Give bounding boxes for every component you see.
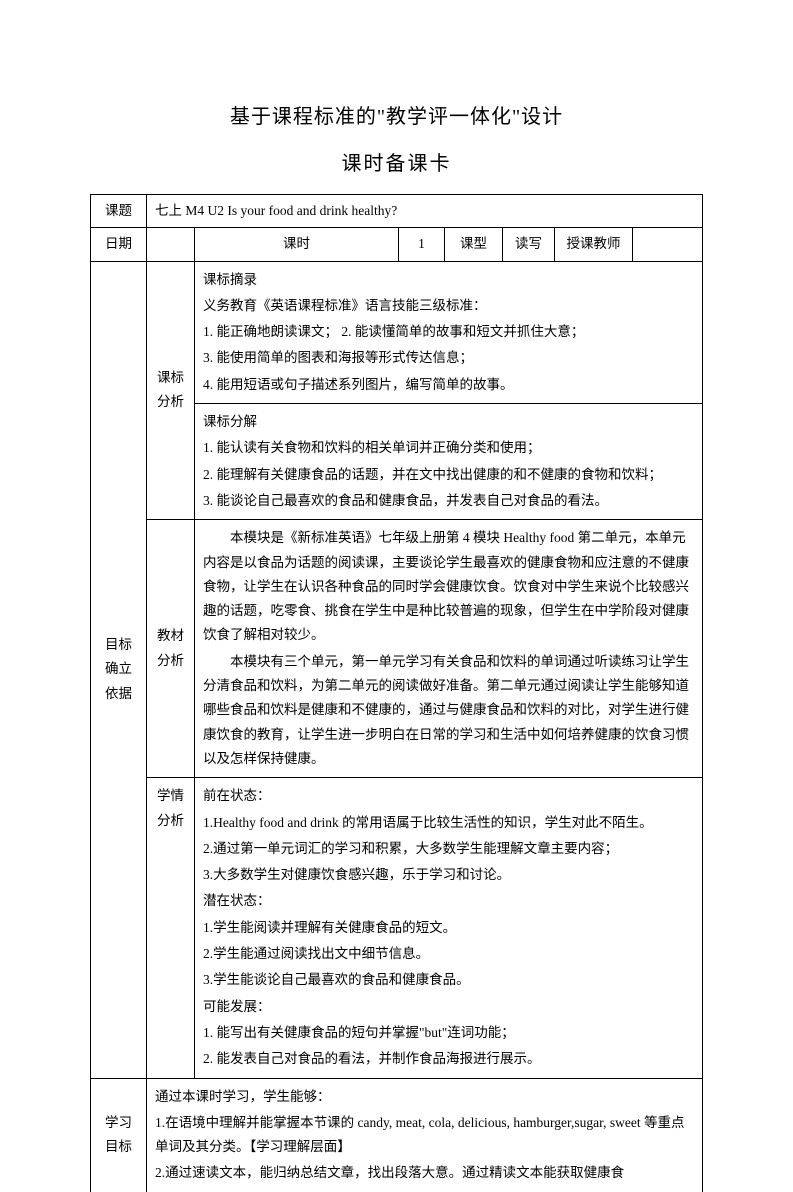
textbook-analysis-row: 教材分析 本模块是《新标准英语》七年级上册第 4 模块 Healthy food… [91, 520, 703, 778]
student-analysis-label: 学情分析 [147, 778, 195, 1078]
excerpt-line1: 义务教育《英语课程标准》语言技能三级标准： [203, 294, 694, 318]
excerpt-item3: 3. 能使用简单的图表和海报等形式传达信息； [203, 346, 694, 370]
student-dev-2: 2. 能发表自己对食品的看法，并制作食品海报进行展示。 [203, 1047, 694, 1071]
period-label: 课时 [195, 228, 399, 261]
teacher-label: 授课教师 [555, 228, 633, 261]
standard-analysis-text: 课标分析 [153, 366, 188, 415]
student-pre-3: 3.大多数学生对健康饮食感兴趣，乐于学习和讨论。 [203, 863, 694, 887]
student-analysis-row: 学情分析 前在状态： 1.Healthy food and drink 的常用语… [91, 778, 703, 1078]
goal-intro: 通过本课时学习，学生能够： [155, 1085, 694, 1109]
standard-excerpt-content: 课标摘录 义务教育《英语课程标准》语言技能三级标准： 1. 能正确地朗读课文； … [195, 261, 703, 403]
excerpt-item1: 1. 能正确地朗读课文； 2. 能读懂简单的故事和短文并抓住大意； [203, 320, 694, 344]
excerpt-item4: 4. 能用短语或句子描述系列图片，编写简单的故事。 [203, 373, 694, 397]
period-value: 1 [399, 228, 445, 261]
student-analysis-text: 学情分析 [153, 784, 188, 833]
textbook-analysis-content: 本模块是《新标准英语》七年级上册第 4 模块 Healthy food 第二单元… [195, 520, 703, 778]
page-title-main: 基于课程标准的"教学评一体化"设计 [90, 100, 703, 129]
goal-basis-text: 目标确立依据 [97, 633, 140, 706]
type-label: 课型 [445, 228, 503, 261]
topic-row: 课题 七上 M4 U2 Is your food and drink healt… [91, 195, 703, 228]
learning-goal-row: 学习目标 通过本课时学习，学生能够： 1.在语境中理解并能掌握本节课的 cand… [91, 1078, 703, 1192]
lesson-plan-table: 课题 七上 M4 U2 Is your food and drink healt… [90, 194, 703, 1192]
student-potential-title: 潜在状态： [203, 889, 694, 913]
decompose-item2: 2. 能理解有关健康食品的话题，并在文中找出健康的和不健康的食物和饮料； [203, 463, 694, 487]
excerpt-title: 课标摘录 [203, 268, 694, 292]
standard-excerpt-row: 目标确立依据 课标分析 课标摘录 义务教育《英语课程标准》语言技能三级标准： 1… [91, 261, 703, 403]
student-pot-1: 1.学生能阅读并理解有关健康食品的短文。 [203, 916, 694, 940]
standard-decompose-content: 课标分解 1. 能认读有关食物和饮料的相关单词并正确分类和使用； 2. 能理解有… [195, 404, 703, 520]
learning-goal-content: 通过本课时学习，学生能够： 1.在语境中理解并能掌握本节课的 candy, me… [147, 1078, 703, 1192]
goal-item2: 2.通过速读文本，能归纳总结文章，找出段落大意。通过精读文本能获取健康食 [155, 1161, 694, 1185]
decompose-item1: 1. 能认读有关食物和饮料的相关单词并正确分类和使用； [203, 436, 694, 460]
standard-analysis-label: 课标分析 [147, 261, 195, 520]
learning-goal-label: 学习目标 [91, 1078, 147, 1192]
date-row: 日期 课时 1 课型 读写 授课教师 [91, 228, 703, 261]
student-pre-1: 1.Healthy food and drink 的常用语属于比较生活性的知识，… [203, 811, 694, 835]
goal-basis-label: 目标确立依据 [91, 261, 147, 1078]
date-label: 日期 [91, 228, 147, 261]
textbook-analysis-label: 教材分析 [147, 520, 195, 778]
student-pot-3: 3.学生能谈论自己最喜欢的食品和健康食品。 [203, 968, 694, 992]
date-value [147, 228, 195, 261]
goal-item1: 1.在语境中理解并能掌握本节课的 candy, meat, cola, deli… [155, 1111, 694, 1160]
student-dev-title: 可能发展： [203, 995, 694, 1019]
teacher-value [633, 228, 703, 261]
decompose-title: 课标分解 [203, 410, 694, 434]
textbook-analysis-text: 教材分析 [153, 624, 188, 673]
textbook-p1: 本模块是《新标准英语》七年级上册第 4 模块 Healthy food 第二单元… [203, 526, 694, 647]
type-value: 读写 [503, 228, 555, 261]
learning-goal-text: 学习目标 [97, 1111, 140, 1160]
student-analysis-content: 前在状态： 1.Healthy food and drink 的常用语属于比较生… [195, 778, 703, 1078]
student-pre-title: 前在状态： [203, 784, 694, 808]
page-title-sub: 课时备课卡 [90, 147, 703, 176]
textbook-p2: 本模块有三个单元，第一单元学习有关食品和饮料的单词通过听读练习让学生分清食品和饮… [203, 650, 694, 771]
topic-label: 课题 [91, 195, 147, 228]
student-pre-2: 2.通过第一单元词汇的学习和积累，大多数学生能理解文章主要内容； [203, 837, 694, 861]
decompose-item3: 3. 能谈论自己最喜欢的食品和健康食品，并发表自己对食品的看法。 [203, 489, 694, 513]
student-pot-2: 2.学生能通过阅读找出文中细节信息。 [203, 942, 694, 966]
topic-value: 七上 M4 U2 Is your food and drink healthy? [147, 195, 703, 228]
student-dev-1: 1. 能写出有关健康食品的短句并掌握"but"连词功能； [203, 1021, 694, 1045]
